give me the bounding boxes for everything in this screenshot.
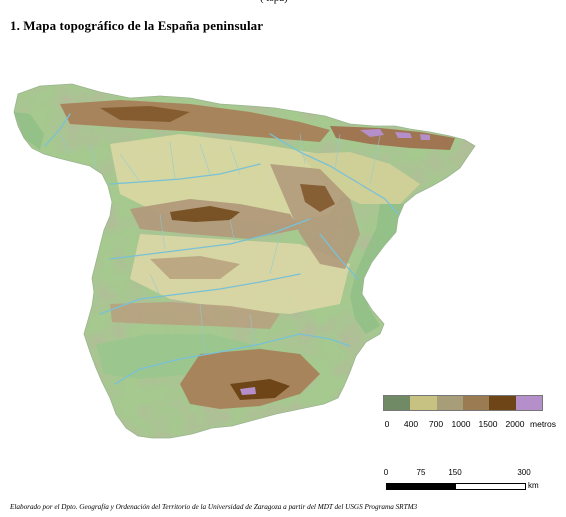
- scale-unit: km: [528, 481, 539, 490]
- scale-label: 300: [517, 468, 531, 477]
- toledo-mountains: [150, 256, 240, 279]
- river-tajo: [109, 218, 311, 260]
- topographic-map: [0, 34, 566, 464]
- legend-label: 2000: [505, 419, 525, 429]
- page-title: 1. Mapa topográfico de la España peninsu…: [10, 18, 264, 33]
- legend-swatch-2: [436, 396, 463, 410]
- cantabrian-high: [100, 106, 190, 122]
- betic-range: [180, 349, 320, 409]
- pyrenees: [330, 126, 455, 150]
- legend-swatch-0: [384, 396, 411, 410]
- map-svg: [13, 83, 476, 439]
- legend-swatch-3: [462, 396, 490, 410]
- tributaries: [59, 133, 381, 355]
- river-ebro: [269, 133, 399, 215]
- river-jucar: [319, 233, 359, 280]
- river-segura: [299, 333, 351, 347]
- legend-swatch-1: [410, 396, 437, 410]
- pyrenees-peaks: [360, 129, 430, 140]
- legend-label: 700: [428, 419, 444, 429]
- scale-label: 150: [448, 468, 462, 477]
- legend-label: 1500: [478, 419, 498, 429]
- scale-segment: [490, 484, 525, 489]
- iberian-system: [270, 164, 360, 269]
- relief-layers: [14, 100, 455, 409]
- river-guadalquivir: [114, 333, 301, 385]
- ebro-valley: [300, 152, 420, 204]
- river-minho: [44, 113, 71, 147]
- legend-color-bar: [383, 395, 543, 411]
- elevation-legend: 0 400 700 1000 1500 2000 metros: [380, 395, 560, 431]
- top-cut-text: ( ispa): [260, 0, 288, 4]
- sierra-nevada-peak: [240, 387, 256, 395]
- scale-bar: 0 75 150 300 km: [381, 468, 551, 498]
- sierra-morena: [110, 302, 280, 329]
- legend-unit: metros: [530, 419, 556, 429]
- mediterranean-coast: [350, 204, 404, 334]
- scale-segment: [456, 484, 491, 489]
- scale-bar-graphic: [386, 483, 526, 490]
- river-duero: [109, 163, 261, 185]
- atlantic-coast: [14, 112, 44, 150]
- scale-label: 75: [416, 468, 426, 477]
- iberian-high: [300, 184, 335, 212]
- legend-label: 0: [384, 419, 390, 429]
- rivers: [44, 113, 399, 385]
- credit-text: Elaborado por el Dpto. Geografía y Orden…: [10, 503, 418, 511]
- coastline: [13, 83, 476, 439]
- river-guadiana: [99, 273, 301, 315]
- scale-segment: [421, 484, 456, 489]
- legend-swatch-4: [489, 396, 516, 410]
- legend-label: 400: [403, 419, 419, 429]
- scale-segment: [387, 484, 422, 489]
- scale-label: 0: [383, 468, 389, 477]
- gredos-peaks: [170, 206, 240, 222]
- legend-swatch-5: [515, 396, 542, 410]
- legend-label: 1000: [451, 419, 471, 429]
